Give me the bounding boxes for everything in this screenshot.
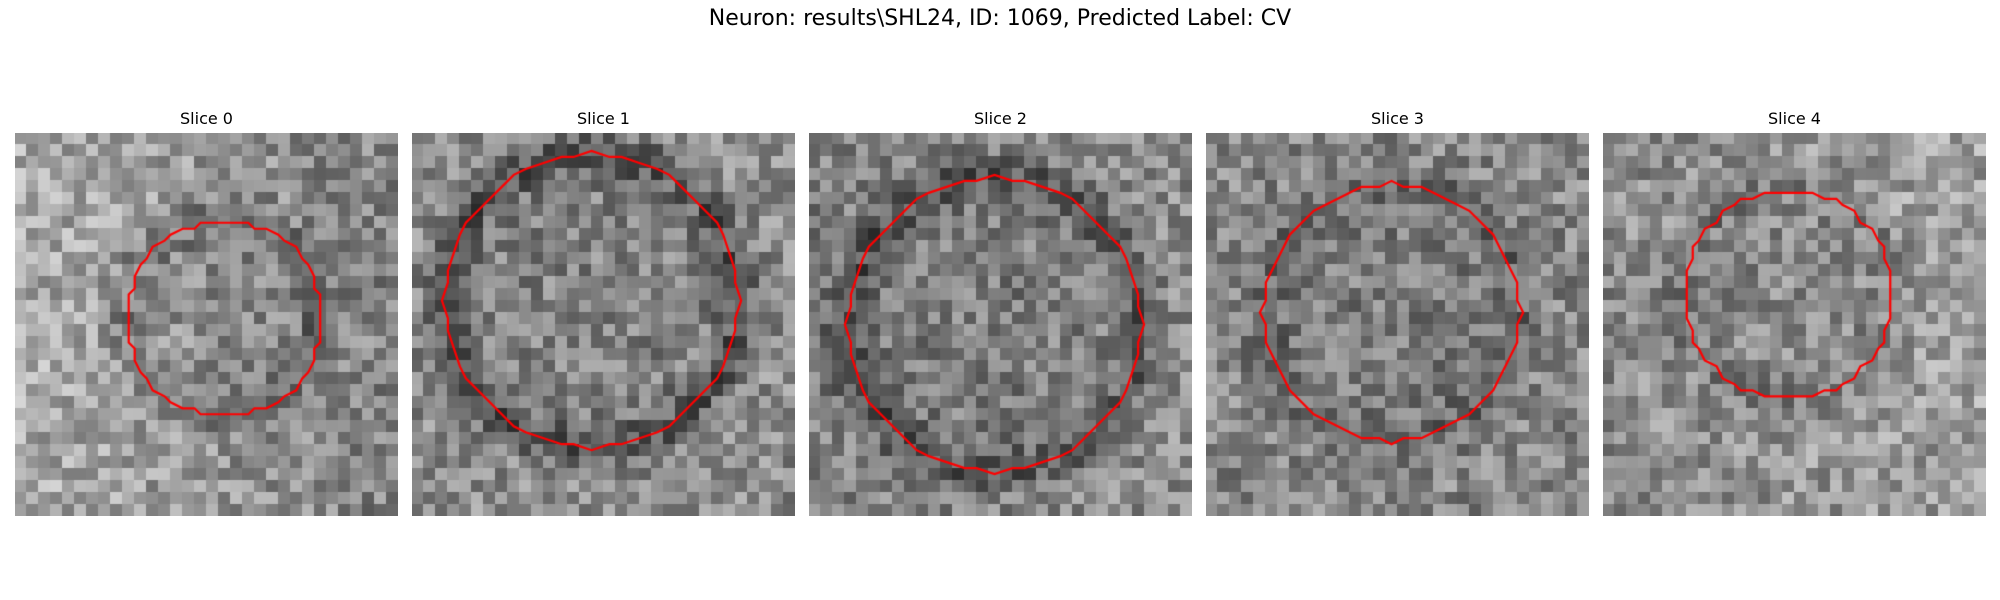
slice-title-3: Slice 3 [1371,109,1424,128]
slice-title-1: Slice 1 [577,109,630,128]
slice-image-2 [809,133,1192,516]
slice-image-0 [15,133,398,516]
slice-image-1 [412,133,795,516]
figure-title: Neuron: results\SHL24, ID: 1069, Predict… [708,6,1292,31]
slice-image-3 [1206,133,1589,516]
slice-panel-4: Slice 4 [1603,108,1986,516]
slice-title-2: Slice 2 [974,109,1027,128]
slice-panel-0: Slice 0 [15,108,398,516]
slice-image-4 [1603,133,1986,516]
slice-title-4: Slice 4 [1768,109,1821,128]
slice-panel-3: Slice 3 [1206,108,1589,516]
slice-panel-1: Slice 1 [412,108,795,516]
slice-panel-2: Slice 2 [809,108,1192,516]
slice-title-0: Slice 0 [180,109,233,128]
